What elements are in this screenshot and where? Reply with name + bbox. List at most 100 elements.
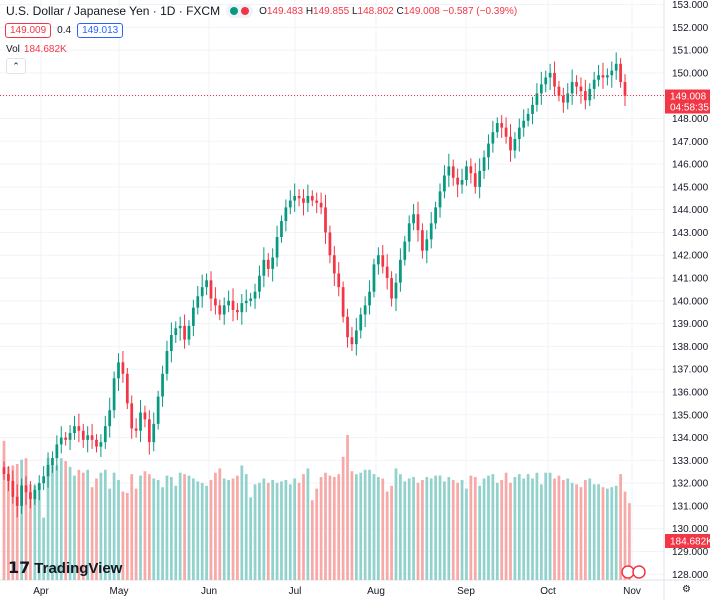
volume-bar	[297, 482, 301, 580]
candle-body	[579, 86, 583, 92]
candle-body	[509, 136, 512, 151]
go-to-realtime-icon	[621, 565, 635, 579]
volume-bar	[20, 459, 23, 580]
volume-bar	[117, 479, 120, 580]
y-tick-label: 133.000	[672, 456, 709, 467]
y-tick-label: 142.000	[672, 251, 709, 262]
volume-bar	[77, 469, 81, 580]
volume-bar	[465, 488, 468, 580]
buy-button[interactable]: 149.013	[77, 23, 124, 38]
volume-bar	[456, 482, 460, 580]
candle-body	[359, 314, 363, 331]
candle-body	[64, 437, 68, 440]
y-tick-label: 147.000	[672, 137, 709, 148]
candle-body	[469, 166, 473, 174]
candle-body	[623, 82, 627, 96]
collapse-legend-button[interactable]: ⌃	[6, 58, 26, 74]
y-tick-label: 132.000	[672, 479, 709, 490]
market-status-icon	[230, 7, 239, 15]
candle-body	[280, 221, 283, 238]
volume-bar	[328, 475, 332, 580]
candle-body	[218, 305, 222, 315]
candle-body	[262, 259, 266, 276]
volume-bar	[350, 471, 354, 580]
sell-button[interactable]: 149.009	[5, 23, 52, 38]
volume-bar	[619, 474, 622, 580]
candle-body	[500, 123, 504, 128]
volume-label: Vol	[6, 44, 20, 55]
y-tick-label: 151.000	[672, 46, 709, 57]
volume-bar	[134, 488, 138, 580]
market-status-pill[interactable]	[226, 4, 254, 18]
volume-bar	[346, 435, 349, 580]
volume-bar	[368, 469, 371, 580]
volume-bar	[205, 485, 208, 580]
candle-body	[288, 200, 292, 208]
volume-bar	[302, 474, 305, 580]
candle-body	[95, 439, 98, 447]
volume-bar	[500, 479, 504, 580]
candle-body	[385, 266, 389, 279]
volume-bar	[566, 478, 570, 580]
candle-body	[275, 237, 279, 258]
spread-value: 0.4	[57, 25, 72, 36]
candle-body	[407, 223, 411, 242]
volume-bar	[147, 474, 151, 580]
candle-body	[271, 257, 275, 269]
candle-body	[504, 127, 508, 137]
volume-bar	[7, 466, 10, 580]
candle-body	[37, 483, 41, 490]
y-tick-label: 135.000	[672, 410, 709, 421]
symbol-legend[interactable]: U.S. Dollar / Japanese Yen · 1D · FXCM O…	[6, 4, 517, 18]
y-tick-label: 134.000	[672, 433, 709, 444]
volume-bar	[240, 465, 244, 580]
volume-bar	[509, 482, 512, 580]
candle-body	[460, 180, 464, 185]
ohlc-values: O149.483 H149.855 L148.802 C149.008 −0.5…	[259, 5, 518, 17]
candle-body	[200, 287, 204, 297]
candle-body	[531, 104, 534, 114]
candle-body	[130, 403, 134, 429]
candle-body	[152, 423, 156, 443]
candle-body	[443, 175, 446, 192]
volume-bar	[443, 481, 446, 580]
volume-bar	[99, 472, 103, 580]
x-tick-label: Oct	[540, 586, 556, 597]
x-tick-label: Nov	[623, 586, 641, 597]
volume-bar	[407, 478, 411, 580]
y-tick-label: 144.000	[672, 205, 709, 216]
volume-bar	[187, 475, 191, 580]
candle-body	[491, 132, 495, 144]
volume-bar	[218, 468, 222, 580]
volume-bar	[403, 481, 407, 580]
candle-body	[187, 325, 191, 340]
y-tick-label: 141.000	[672, 274, 709, 285]
candle-body	[438, 191, 442, 208]
candle-body	[121, 362, 125, 374]
candle-body	[2, 467, 6, 475]
settings-gear-icon[interactable]: ⚙	[682, 584, 691, 595]
candle-body	[570, 82, 574, 94]
candle-body	[293, 195, 297, 201]
volume-bar	[522, 478, 526, 580]
volume-bar	[244, 474, 248, 580]
y-tick-label: 152.000	[672, 23, 709, 34]
volume-bar	[601, 487, 605, 580]
candle-body	[99, 442, 103, 447]
volume-bar	[11, 465, 15, 580]
candle-body	[588, 88, 592, 101]
volume-bar	[196, 481, 200, 580]
candle-body	[196, 296, 200, 308]
volume-bar	[165, 475, 169, 580]
volume-legend[interactable]: Vol 184.682K	[6, 44, 67, 55]
candle-body	[253, 291, 257, 299]
volume-bar	[588, 478, 592, 580]
last-price-label: 149.008	[670, 92, 707, 103]
tradingview-logo[interactable]: 𝟭𝟳 TradingView	[8, 558, 122, 578]
symbol-title[interactable]: U.S. Dollar / Japanese Yen · 1D · FXCM	[6, 4, 221, 18]
volume-value: 184.682K	[23, 44, 67, 55]
volume-bar	[319, 477, 323, 580]
candle-body	[478, 170, 482, 187]
volume-bar	[68, 466, 72, 580]
